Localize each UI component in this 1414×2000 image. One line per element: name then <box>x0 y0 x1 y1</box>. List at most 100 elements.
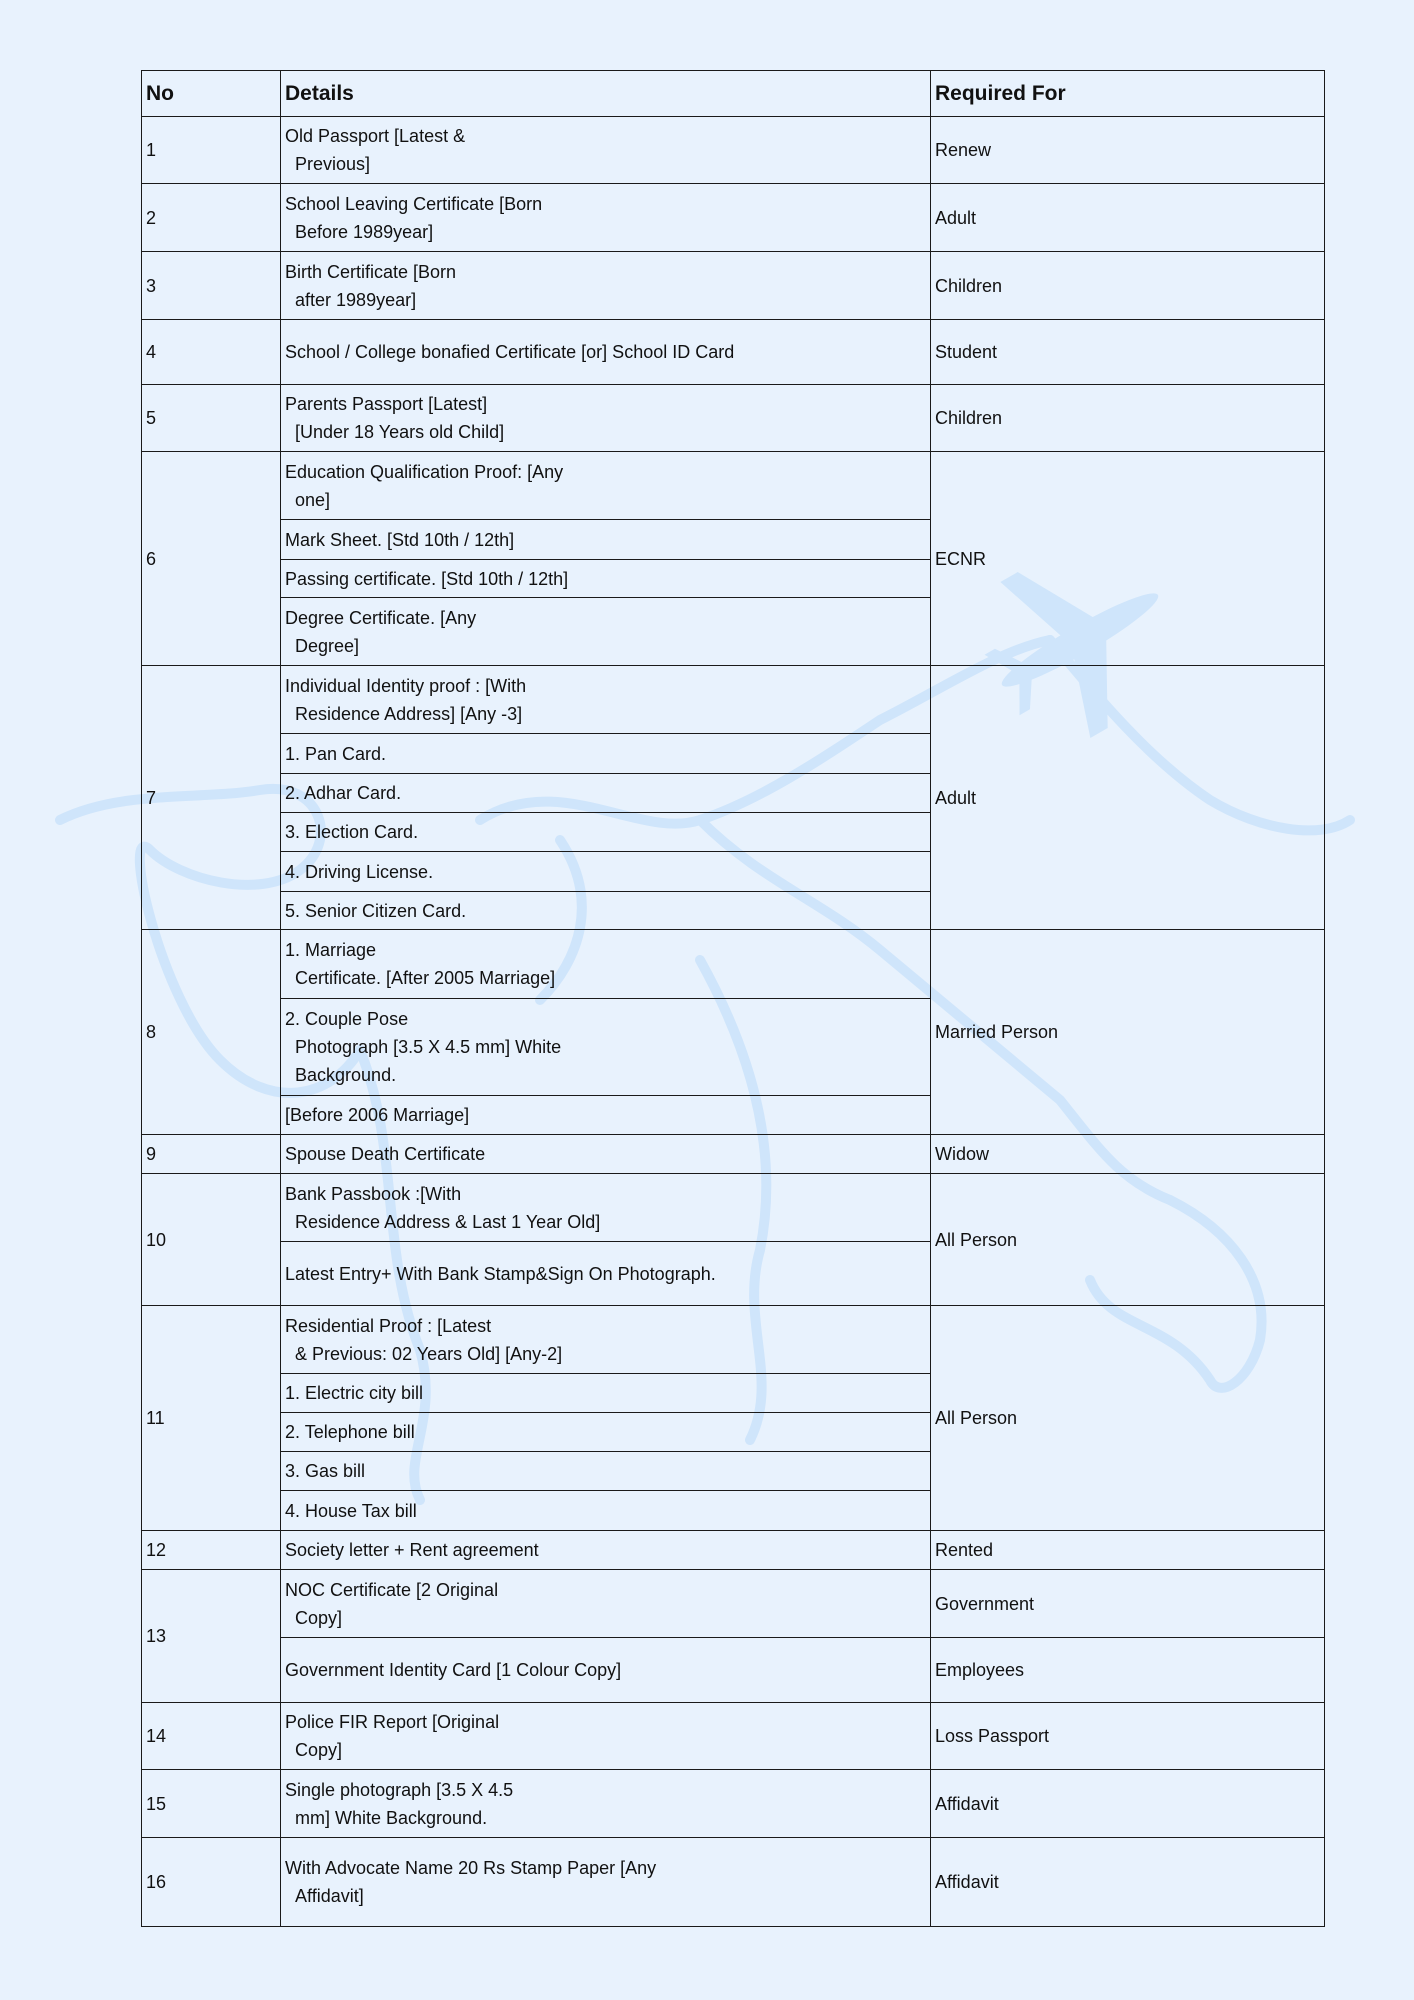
table-row: 12 Society letter + Rent agreement Rented <box>141 1530 1325 1570</box>
header-required-for: Required For <box>930 70 1325 117</box>
row-number: 1 <box>141 116 281 184</box>
table-row: Passing certificate. [Std 10th / 12th] <box>142 559 1325 598</box>
detail-cell: 4. Driving License. <box>280 851 931 892</box>
table-row: 1 Old Passport [Latest & Previous] Renew <box>141 116 1325 184</box>
row-number: 3 <box>141 251 281 320</box>
detail-cell: Society letter + Rent agreement <box>280 1530 931 1570</box>
row-number: 4 <box>141 319 281 385</box>
table-row: 3. Gas bill <box>142 1451 1325 1491</box>
table-row: 7 Individual Identity proof : [With Resid… <box>141 665 1325 930</box>
detail-cell: Individual Identity proof : [With Reside… <box>280 665 931 734</box>
detail-cell: Bank Passbook :[With Residence Address &… <box>280 1173 931 1242</box>
detail-cell: 2. Telephone bill <box>280 1412 931 1452</box>
required-for-cell: Adult <box>930 665 1325 930</box>
row-number: 7 <box>141 665 281 930</box>
detail-cell: Old Passport [Latest & Previous] <box>280 116 931 184</box>
table-row: 16 With Advocate Name 20 Rs Stamp Paper [… <box>141 1837 1325 1927</box>
document-requirements-table: No Details Required For 1 Old Passport [L… <box>141 70 1325 1927</box>
table-row: [Before 2006 Marriage] <box>142 1095 1325 1135</box>
detail-cell: With Advocate Name 20 Rs Stamp Paper [An… <box>280 1837 931 1927</box>
table-header-row: No Details Required For <box>141 70 1325 117</box>
required-for-cell: Children <box>930 251 1325 320</box>
required-for-cell: All Person <box>930 1173 1325 1306</box>
row-number: 13 <box>141 1569 281 1703</box>
detail-cell: 4. House Tax bill <box>280 1490 931 1531</box>
row-number: 9 <box>141 1134 281 1174</box>
detail-cell: Degree Certificate. [Any Degree] <box>280 597 931 666</box>
table-row: Mark Sheet. [Std 10th / 12th] <box>142 519 1325 560</box>
detail-cell: Spouse Death Certificate <box>280 1134 931 1174</box>
detail-cell: School / College bonafied Certificate [o… <box>280 319 931 385</box>
detail-cell: School Leaving Certificate [Born Before … <box>280 183 931 252</box>
required-for-cell: Married Person <box>930 929 1325 1135</box>
detail-cell: Education Qualification Proof: [Any one] <box>280 451 931 520</box>
detail-cell: 1. Marriage Certificate. [After 2005 Mar… <box>280 929 931 999</box>
detail-cell: 2. Couple Pose Photograph [3.5 X 4.5 mm]… <box>280 998 931 1096</box>
detail-cell: 3. Election Card. <box>280 812 931 852</box>
table-row: Government Identity Card [1 Colour Copy]… <box>142 1637 1325 1703</box>
detail-cell: Single photograph [3.5 X 4.5 mm] White B… <box>280 1769 931 1838</box>
required-for-cell: Loss Passport <box>930 1702 1325 1770</box>
table-row: 3. Election Card. <box>142 812 1325 852</box>
required-for-cell: Widow <box>930 1134 1325 1174</box>
required-for-cell: All Person <box>930 1305 1325 1531</box>
table-row: Degree Certificate. [Any Degree] <box>142 597 1325 666</box>
required-for-cell: Renew <box>930 116 1325 184</box>
table-row: 2 School Leaving Certificate [Born Before… <box>141 183 1325 252</box>
table-row: 2. Couple Pose Photograph [3.5 X 4.5 mm]… <box>142 998 1325 1096</box>
table-row: 3 Birth Certificate [Born after 1989year]… <box>141 251 1325 320</box>
table-row: 11 Residential Proof : [Latest & Previous… <box>141 1305 1325 1531</box>
header-details: Details <box>280 70 931 117</box>
detail-cell: 1. Pan Card. <box>280 733 931 774</box>
detail-cell: Government Identity Card [1 Colour Copy] <box>280 1637 931 1703</box>
table-row: Latest Entry+ With Bank Stamp&Sign On Ph… <box>142 1241 1325 1306</box>
row-number: 2 <box>141 183 281 252</box>
required-for-cell: Adult <box>930 183 1325 252</box>
detail-cell: Birth Certificate [Born after 1989year] <box>280 251 931 320</box>
table-row: 4. House Tax bill <box>142 1490 1325 1531</box>
detail-cell: NOC Certificate [2 Original Copy] <box>280 1569 931 1638</box>
row-number: 15 <box>141 1769 281 1838</box>
detail-cell: 5. Senior Citizen Card. <box>280 891 931 930</box>
table-row: 10 Bank Passbook :[With Residence Address… <box>141 1173 1325 1306</box>
detail-cell: Mark Sheet. [Std 10th / 12th] <box>280 519 931 560</box>
header-no: No <box>141 70 281 117</box>
table-row: 14 Police FIR Report [Original Copy] Loss … <box>141 1702 1325 1770</box>
table-row: 2. Telephone bill <box>142 1412 1325 1452</box>
table-row: 15 Single photograph [3.5 X 4.5 mm] White… <box>141 1769 1325 1838</box>
table-row: 8 1. Marriage Certificate. [After 2005 Ma… <box>141 929 1325 1135</box>
required-for-cell: Affidavit <box>930 1837 1325 1927</box>
row-number: 14 <box>141 1702 281 1770</box>
table-row: 9 Spouse Death Certificate Widow <box>141 1134 1325 1174</box>
table-row: 6 Education Qualification Proof: [Any one… <box>141 451 1325 666</box>
detail-cell: Parents Passport [Latest] [Under 18 Year… <box>280 384 931 452</box>
row-number: 16 <box>141 1837 281 1927</box>
detail-cell: 3. Gas bill <box>280 1451 931 1491</box>
detail-cell: [Before 2006 Marriage] <box>280 1095 931 1135</box>
detail-cell: Latest Entry+ With Bank Stamp&Sign On Ph… <box>280 1241 931 1306</box>
row-number: 10 <box>141 1173 281 1306</box>
table-row: 5 Parents Passport [Latest] [Under 18 Yea… <box>141 384 1325 452</box>
required-for-cell: Children <box>930 384 1325 452</box>
table-row: 4. Driving License. <box>142 851 1325 892</box>
required-for-cell: Employees <box>930 1637 1325 1703</box>
required-for-cell: Student <box>930 319 1325 385</box>
detail-cell: Police FIR Report [Original Copy] <box>280 1702 931 1770</box>
required-for-cell: Affidavit <box>930 1769 1325 1838</box>
required-for-cell: ECNR <box>930 451 1325 666</box>
row-number: 5 <box>141 384 281 452</box>
row-number: 6 <box>141 451 281 666</box>
table-row: 2. Adhar Card. <box>142 773 1325 813</box>
row-number: 12 <box>141 1530 281 1570</box>
row-number: 11 <box>141 1305 281 1531</box>
table-row: 4 School / College bonafied Certificate [… <box>141 319 1325 385</box>
table-row: 5. Senior Citizen Card. <box>142 891 1325 930</box>
table-row: 13 NOC Certificate [2 Original Copy] Gover… <box>141 1569 1325 1703</box>
required-for-cell: Government <box>930 1569 1325 1638</box>
detail-cell: 1. Electric city bill <box>280 1373 931 1413</box>
detail-cell: Passing certificate. [Std 10th / 12th] <box>280 559 931 598</box>
row-number: 8 <box>141 929 281 1135</box>
required-for-cell: Rented <box>930 1530 1325 1570</box>
detail-cell: Residential Proof : [Latest & Previous: … <box>280 1305 931 1374</box>
detail-cell: 2. Adhar Card. <box>280 773 931 813</box>
